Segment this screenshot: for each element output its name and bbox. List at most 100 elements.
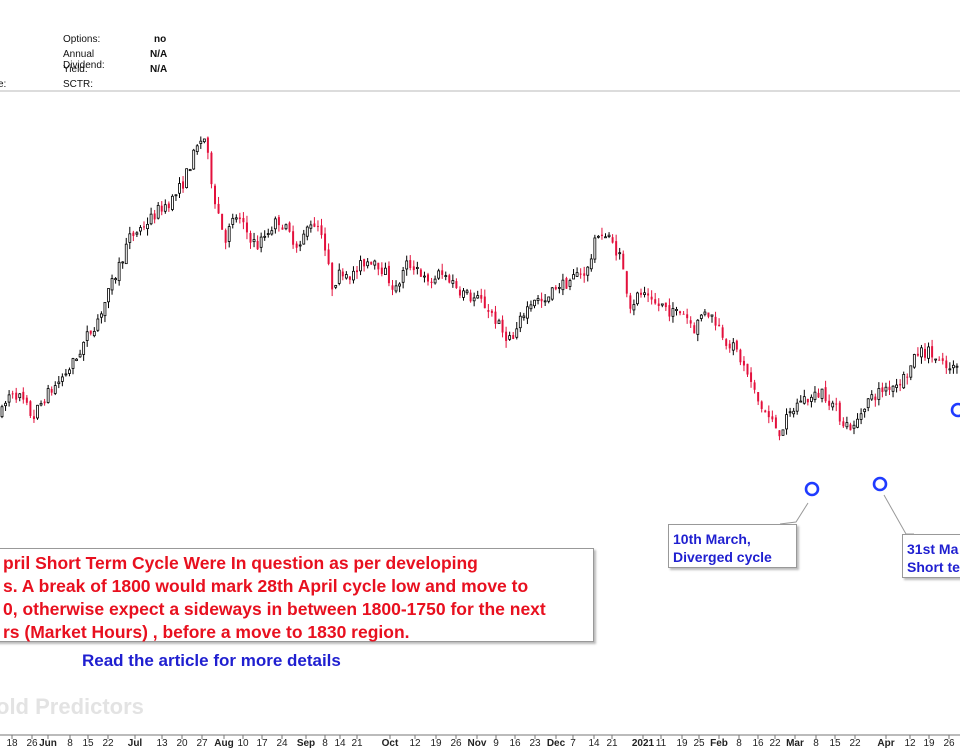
april-callout-pointer bbox=[883, 494, 914, 535]
read-article-link[interactable]: Read the article for more details bbox=[82, 651, 341, 670]
callout-line: 31st Ma bbox=[907, 541, 959, 557]
candle-up bbox=[533, 299, 536, 307]
candle-down bbox=[828, 400, 831, 406]
x-tick-label: 2021 bbox=[632, 738, 655, 749]
x-tick-label: 11 bbox=[656, 738, 667, 749]
candle-up bbox=[259, 236, 263, 248]
candle-up bbox=[4, 402, 7, 407]
info-value: no bbox=[154, 34, 167, 45]
candle-down bbox=[906, 376, 909, 378]
april-cycle-callout: 31st Ma Short te bbox=[902, 534, 960, 578]
candle-up bbox=[227, 226, 231, 242]
candle-up bbox=[0, 406, 4, 418]
candle-up bbox=[920, 347, 923, 358]
candle-down bbox=[668, 305, 671, 317]
candle-up bbox=[597, 235, 600, 238]
candle-down bbox=[817, 392, 820, 398]
candle-up bbox=[877, 388, 881, 400]
candle-down bbox=[721, 327, 724, 338]
x-tick-label: 13 bbox=[156, 738, 168, 749]
x-tick-label: 17 bbox=[256, 738, 268, 749]
candle-up bbox=[170, 195, 174, 210]
candle-up bbox=[195, 145, 199, 153]
candle-up bbox=[75, 358, 78, 361]
info-value: N/A bbox=[150, 49, 168, 60]
candle-up bbox=[529, 304, 533, 310]
candle-down bbox=[206, 137, 209, 153]
x-tick-label: Dec bbox=[547, 738, 566, 749]
candle-down bbox=[945, 360, 948, 369]
candle-up bbox=[92, 331, 96, 337]
candle-down bbox=[281, 227, 284, 230]
candle-up bbox=[522, 315, 526, 319]
candle-up bbox=[334, 285, 338, 288]
candle-down bbox=[899, 383, 902, 386]
candles-group bbox=[0, 136, 959, 441]
candle-down bbox=[182, 181, 185, 189]
candle-up bbox=[731, 342, 735, 351]
watermark: old Predictors bbox=[0, 694, 144, 719]
candle-down bbox=[718, 324, 721, 327]
candle-down bbox=[480, 295, 483, 299]
x-tick-label: Feb bbox=[710, 738, 728, 749]
candle-up bbox=[110, 278, 114, 291]
x-tick-label: 8 bbox=[322, 738, 328, 749]
x-tick-label: 15 bbox=[82, 738, 94, 749]
candle-up bbox=[792, 410, 796, 415]
callout-line: Short te bbox=[907, 559, 960, 575]
candle-down bbox=[363, 259, 366, 267]
candle-down bbox=[838, 402, 841, 422]
candle-up bbox=[405, 260, 409, 270]
candle-up bbox=[547, 296, 551, 302]
x-tick-label: Oct bbox=[382, 738, 399, 749]
candle-down bbox=[771, 416, 774, 420]
candle-down bbox=[938, 359, 941, 361]
candle-down bbox=[11, 393, 14, 395]
candle-up bbox=[952, 364, 955, 369]
candle-up bbox=[586, 266, 590, 276]
candle-up bbox=[604, 236, 607, 239]
x-tick-label: 26 bbox=[450, 738, 462, 749]
candle-up bbox=[845, 422, 849, 428]
candle-down bbox=[327, 249, 330, 264]
candle-down bbox=[494, 311, 497, 324]
candle-up bbox=[643, 292, 646, 295]
candle-up bbox=[124, 243, 128, 265]
candle-up bbox=[710, 314, 714, 317]
candle-down bbox=[735, 340, 738, 350]
candle-up bbox=[146, 224, 149, 230]
x-tick-label: Mar bbox=[786, 738, 804, 749]
candle-up bbox=[366, 261, 370, 267]
candle-down bbox=[916, 353, 919, 356]
candle-down bbox=[540, 298, 543, 302]
x-tick-label: 20 bbox=[176, 738, 188, 749]
candle-up bbox=[156, 205, 160, 219]
candle-down bbox=[750, 372, 753, 382]
candle-down bbox=[242, 217, 245, 223]
candle-up bbox=[515, 328, 519, 338]
candle-down bbox=[739, 349, 742, 363]
candle-up bbox=[128, 233, 132, 243]
candle-up bbox=[696, 319, 700, 335]
x-tick-label: 12 bbox=[904, 738, 916, 749]
candle-down bbox=[664, 302, 667, 308]
candle-down bbox=[714, 316, 717, 326]
candle-up bbox=[234, 217, 238, 220]
candle-up bbox=[636, 292, 639, 305]
candle-down bbox=[160, 205, 163, 212]
candle-down bbox=[842, 421, 845, 427]
info-label: Yield: bbox=[63, 64, 88, 75]
candle-up bbox=[476, 295, 480, 299]
candle-down bbox=[679, 311, 682, 314]
candle-down bbox=[391, 285, 394, 290]
candle-up bbox=[344, 274, 348, 279]
candle-down bbox=[888, 386, 891, 390]
candle-up bbox=[103, 302, 107, 317]
candle-down bbox=[217, 203, 220, 214]
cycle-low-marker bbox=[872, 476, 888, 492]
candle-down bbox=[89, 330, 92, 334]
info-label: SCTR: bbox=[63, 79, 93, 90]
candle-up bbox=[394, 285, 398, 292]
candle-down bbox=[881, 387, 884, 393]
